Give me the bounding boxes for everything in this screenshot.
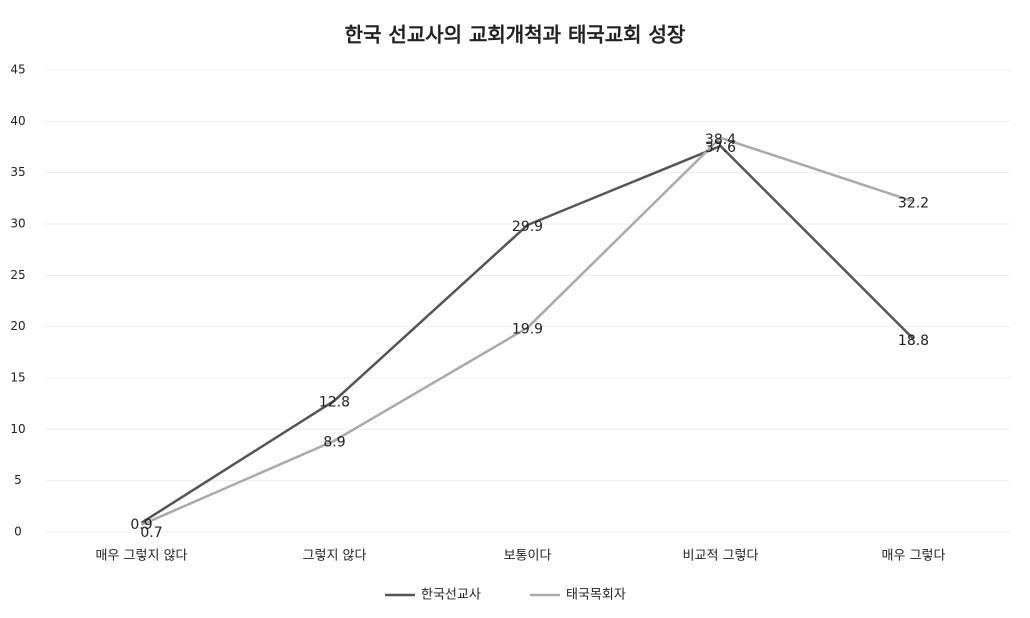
y-tick-label: 30 [10, 217, 25, 231]
series-line [141, 136, 914, 526]
y-tick-label: 35 [10, 165, 25, 179]
y-tick-label: 25 [10, 268, 25, 282]
y-tick-label: 45 [10, 63, 25, 77]
x-tick-label: 그렇지 않다 [303, 549, 367, 564]
y-tick-label: 40 [10, 114, 25, 128]
data-label: 29.9 [512, 219, 543, 235]
y-tick-label: 5 [14, 473, 22, 487]
y-tick-label: 0 [14, 525, 22, 539]
data-label: 19.9 [512, 322, 543, 338]
data-label: 8.9 [323, 435, 345, 451]
data-label: 0.9 [130, 517, 152, 533]
chart-title: 한국 선교사의 교회개척과 태국교회 성장 [345, 23, 686, 47]
x-tick-label: 매우 그렇지 않다 [96, 549, 188, 564]
data-label: 32.2 [898, 195, 929, 211]
data-label: 37.6 [705, 140, 736, 156]
x-tick-label: 비교적 그렇다 [683, 549, 759, 564]
data-label: 0.7 [140, 525, 162, 541]
legend-label: 한국선교사 [421, 588, 481, 603]
x-tick-label: 보통이다 [504, 549, 552, 564]
y-tick-label: 15 [10, 371, 25, 385]
legend-label: 태국목회자 [566, 588, 626, 603]
data-label: 18.8 [898, 333, 929, 349]
series-line [140, 144, 915, 524]
y-tick-label: 10 [10, 422, 25, 436]
x-tick-label: 매우 그렇다 [882, 549, 946, 564]
data-label: 38.4 [705, 132, 736, 148]
data-label: 12.8 [319, 395, 350, 411]
y-tick-label: 20 [10, 319, 25, 333]
